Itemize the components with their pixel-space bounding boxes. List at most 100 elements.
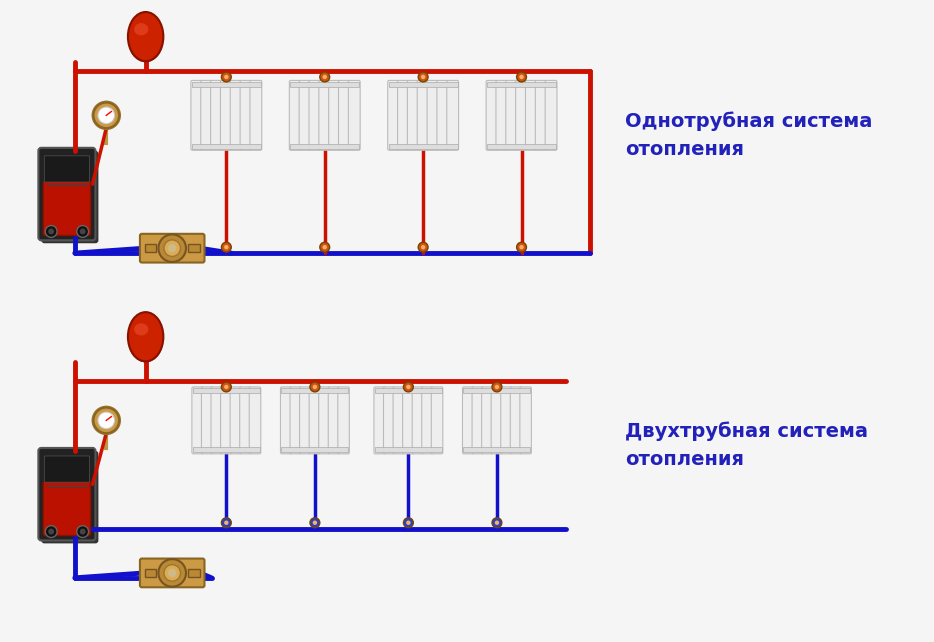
- FancyBboxPatch shape: [230, 387, 242, 454]
- Bar: [188, 569, 200, 577]
- Circle shape: [49, 528, 54, 535]
- FancyBboxPatch shape: [462, 387, 474, 454]
- Bar: [145, 569, 157, 577]
- FancyBboxPatch shape: [191, 387, 204, 454]
- FancyBboxPatch shape: [318, 387, 331, 454]
- Circle shape: [45, 225, 57, 238]
- Circle shape: [45, 526, 57, 537]
- FancyBboxPatch shape: [300, 387, 311, 454]
- Circle shape: [492, 382, 502, 392]
- Bar: [281, 388, 348, 394]
- Circle shape: [164, 240, 180, 256]
- Circle shape: [495, 521, 499, 525]
- FancyBboxPatch shape: [231, 80, 242, 150]
- Text: Однотрубная система
отопления: Однотрубная система отопления: [625, 111, 872, 159]
- FancyBboxPatch shape: [249, 387, 261, 454]
- FancyBboxPatch shape: [417, 80, 429, 150]
- Ellipse shape: [128, 17, 163, 62]
- FancyBboxPatch shape: [374, 387, 386, 454]
- Circle shape: [77, 225, 89, 238]
- Bar: [281, 447, 348, 453]
- Text: Двухтрубная система
отопления: Двухтрубная система отопления: [625, 421, 868, 469]
- FancyBboxPatch shape: [496, 80, 508, 150]
- Ellipse shape: [134, 323, 149, 336]
- Circle shape: [406, 385, 411, 389]
- FancyBboxPatch shape: [240, 80, 252, 150]
- Circle shape: [92, 406, 121, 435]
- Circle shape: [495, 385, 499, 389]
- FancyBboxPatch shape: [535, 80, 547, 150]
- FancyBboxPatch shape: [388, 80, 400, 150]
- FancyBboxPatch shape: [393, 387, 404, 454]
- Bar: [191, 144, 261, 149]
- FancyBboxPatch shape: [44, 456, 90, 482]
- Circle shape: [406, 521, 411, 525]
- Circle shape: [310, 518, 319, 528]
- Bar: [375, 388, 442, 394]
- Circle shape: [519, 74, 524, 79]
- FancyBboxPatch shape: [427, 80, 439, 150]
- FancyBboxPatch shape: [329, 80, 341, 150]
- Circle shape: [492, 518, 502, 528]
- Bar: [488, 144, 556, 149]
- FancyBboxPatch shape: [44, 156, 90, 182]
- FancyBboxPatch shape: [250, 80, 262, 150]
- Ellipse shape: [128, 312, 163, 361]
- Circle shape: [421, 74, 425, 79]
- Circle shape: [421, 245, 425, 249]
- Bar: [193, 447, 260, 453]
- Circle shape: [517, 72, 527, 82]
- Ellipse shape: [128, 12, 163, 61]
- Circle shape: [322, 245, 327, 249]
- FancyBboxPatch shape: [407, 80, 419, 150]
- FancyBboxPatch shape: [432, 387, 443, 454]
- Bar: [463, 388, 531, 394]
- Bar: [191, 82, 261, 87]
- Circle shape: [403, 518, 414, 528]
- Bar: [145, 244, 157, 252]
- Circle shape: [224, 245, 229, 249]
- Circle shape: [159, 559, 186, 587]
- FancyBboxPatch shape: [201, 80, 213, 150]
- Circle shape: [98, 107, 115, 124]
- FancyBboxPatch shape: [191, 80, 203, 150]
- Bar: [389, 144, 458, 149]
- FancyBboxPatch shape: [506, 80, 517, 150]
- Ellipse shape: [128, 317, 163, 362]
- FancyBboxPatch shape: [43, 181, 91, 236]
- FancyBboxPatch shape: [318, 80, 331, 150]
- Bar: [463, 447, 531, 453]
- Circle shape: [77, 526, 89, 537]
- FancyBboxPatch shape: [516, 80, 528, 150]
- FancyBboxPatch shape: [348, 80, 361, 150]
- Bar: [375, 447, 442, 453]
- Circle shape: [319, 72, 330, 82]
- Circle shape: [168, 569, 177, 577]
- FancyBboxPatch shape: [211, 387, 222, 454]
- FancyBboxPatch shape: [220, 387, 232, 454]
- FancyBboxPatch shape: [482, 387, 493, 454]
- Circle shape: [92, 101, 121, 130]
- FancyBboxPatch shape: [140, 234, 205, 263]
- FancyBboxPatch shape: [338, 80, 350, 150]
- FancyBboxPatch shape: [384, 387, 395, 454]
- FancyBboxPatch shape: [43, 482, 91, 535]
- FancyBboxPatch shape: [545, 80, 557, 150]
- Circle shape: [221, 242, 232, 252]
- FancyBboxPatch shape: [472, 387, 484, 454]
- Circle shape: [221, 518, 232, 528]
- FancyBboxPatch shape: [38, 148, 95, 240]
- FancyBboxPatch shape: [290, 387, 302, 454]
- Circle shape: [519, 245, 524, 249]
- FancyBboxPatch shape: [240, 387, 251, 454]
- Circle shape: [221, 382, 232, 392]
- Circle shape: [221, 72, 232, 82]
- FancyBboxPatch shape: [491, 387, 502, 454]
- FancyBboxPatch shape: [309, 387, 320, 454]
- FancyBboxPatch shape: [422, 387, 433, 454]
- Circle shape: [168, 244, 177, 252]
- Circle shape: [319, 242, 330, 252]
- Circle shape: [322, 74, 327, 79]
- Bar: [193, 388, 260, 394]
- FancyBboxPatch shape: [486, 80, 498, 150]
